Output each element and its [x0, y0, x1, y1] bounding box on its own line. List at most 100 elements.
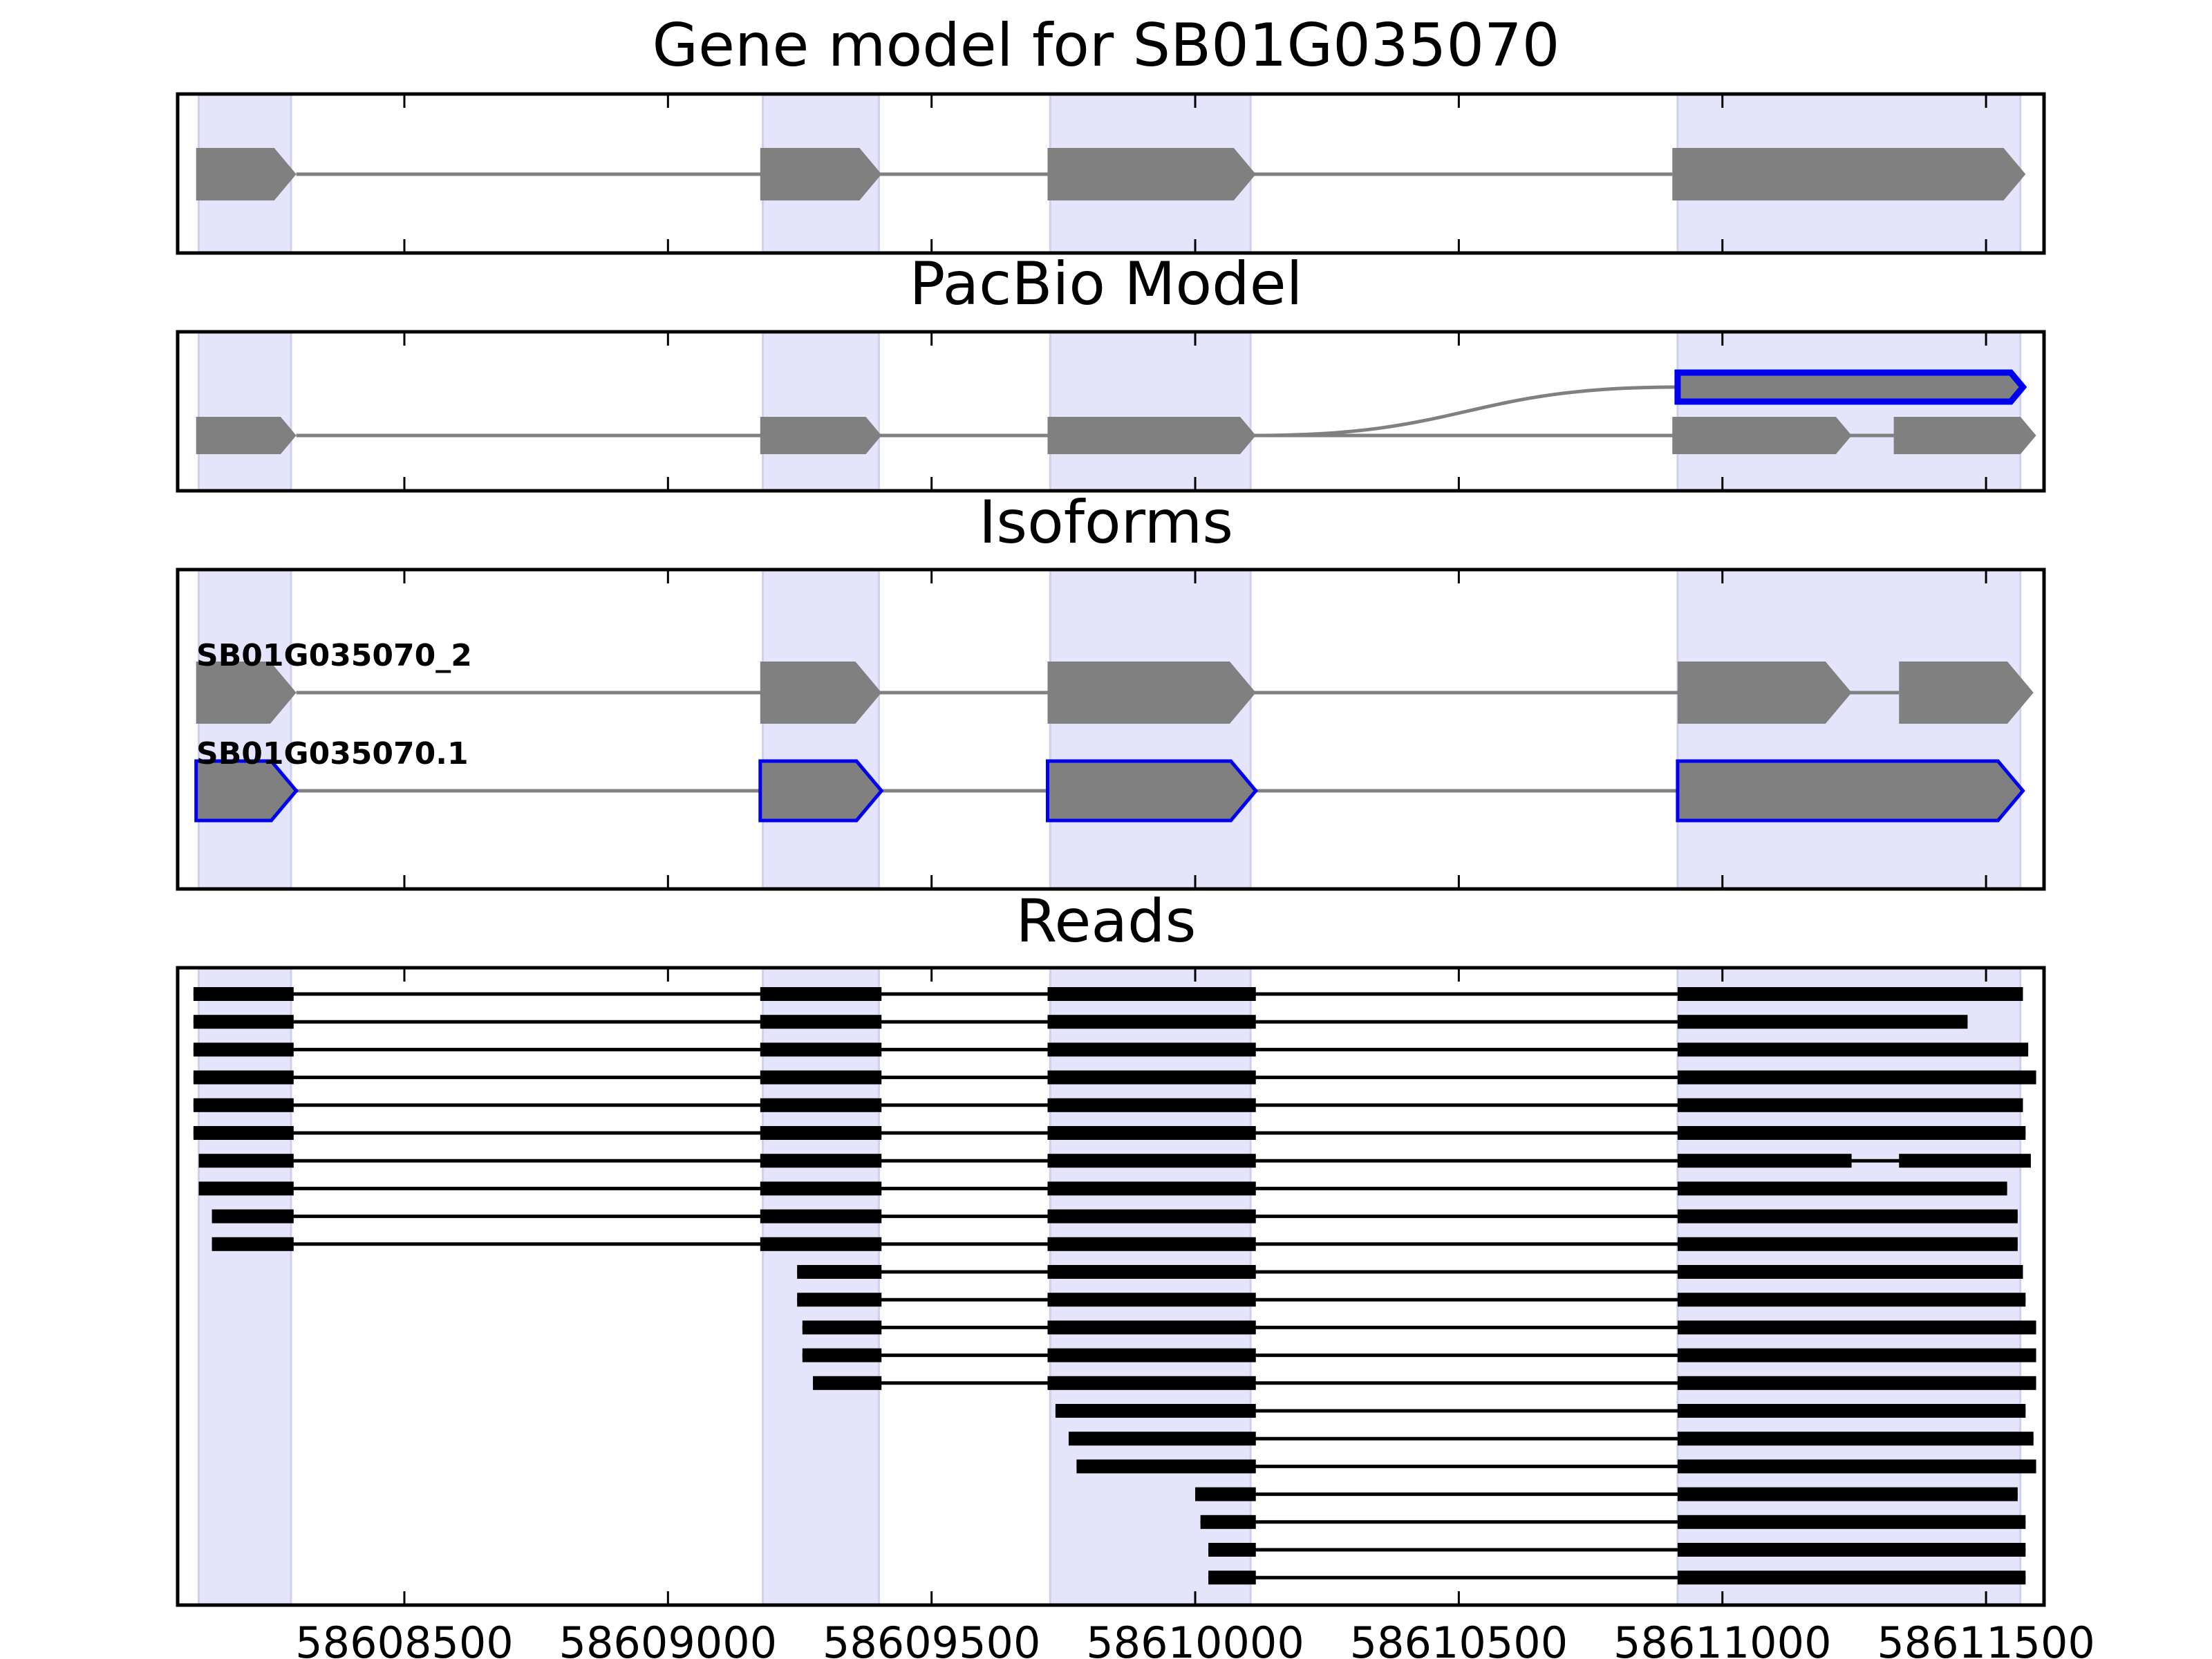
exon-block: [760, 148, 882, 200]
read-block: [1055, 1404, 1256, 1418]
read-block: [1200, 1515, 1256, 1529]
read-block: [198, 1181, 294, 1196]
read-block: [797, 1265, 882, 1279]
read-block: [797, 1293, 882, 1307]
read-block: [1677, 1376, 2036, 1390]
read-block: [1047, 1098, 1256, 1112]
read-block: [1047, 1154, 1256, 1168]
text-layer: Gene model for SB01G035070 PacBio Model …: [196, 11, 2095, 1659]
read-block: [1677, 1543, 2026, 1557]
exon-block: [1899, 662, 2034, 724]
panel-frame: [176, 568, 2046, 891]
selected-exon: [1674, 369, 2027, 405]
read-block: [193, 1015, 294, 1029]
isoforms-panel-title: Isoforms: [979, 488, 1233, 557]
read-block: [1677, 1515, 2026, 1529]
read-block: [1677, 1070, 2036, 1085]
read-block: [1195, 1487, 1256, 1501]
reads-panel-title: Reads: [1016, 887, 1197, 956]
exon-highlight-band: [1676, 568, 2022, 890]
selected-exon: [1045, 759, 1259, 823]
exon-block: [760, 662, 882, 724]
x-tick-label: 58611500: [1877, 1618, 2095, 1659]
read-block: [1047, 1237, 1256, 1251]
x-tick-label: 58610500: [1350, 1618, 1568, 1659]
read-block: [760, 1070, 882, 1085]
x-tick-label: 58609500: [823, 1618, 1041, 1659]
exon-block: [1672, 417, 1852, 454]
exon-highlight-band: [762, 966, 880, 1606]
read-block: [1047, 1376, 1256, 1390]
read-block: [1047, 1070, 1256, 1085]
alternative-splice-curve: [1255, 385, 1678, 438]
read-block: [1677, 1098, 2023, 1112]
read-block: [1047, 1320, 1256, 1335]
read-block: [1677, 1459, 2036, 1474]
exon-block: [1677, 662, 1852, 724]
exon-block: [196, 662, 297, 724]
exon-block: [760, 417, 882, 454]
pacbio-panel-title: PacBio Model: [909, 250, 1302, 319]
read-block: [193, 987, 294, 1001]
exon-block: [1047, 662, 1256, 724]
read-block: [1208, 1543, 1256, 1557]
feature-layer: [193, 148, 2036, 1585]
exon-block: [1672, 148, 2026, 200]
read-block: [1899, 1154, 2031, 1168]
exon-highlight-band: [762, 568, 880, 890]
read-block: [1677, 1404, 2026, 1418]
exon-block: [1047, 148, 1256, 200]
read-block: [1047, 1348, 1256, 1362]
read-block: [193, 1126, 294, 1140]
exon-highlight-band: [198, 330, 292, 492]
read-block: [1047, 1293, 1256, 1307]
exon-highlight-band: [1049, 568, 1252, 890]
read-block: [760, 987, 882, 1001]
exon-highlight-band: [1676, 330, 2022, 492]
read-block: [1677, 1042, 2029, 1057]
exon-highlight-band: [198, 966, 292, 1606]
x-tick-label: 58609000: [559, 1618, 778, 1659]
panel-frame: [176, 92, 2046, 255]
read-block: [212, 1237, 294, 1251]
read-block: [1677, 1154, 1852, 1168]
exon-block: [196, 417, 297, 454]
read-block: [1677, 1209, 2018, 1224]
exon-highlight-band: [1676, 966, 2022, 1606]
read-block: [1677, 1237, 2018, 1251]
read-block: [760, 1015, 882, 1029]
read-block: [1047, 1181, 1256, 1196]
exon-highlight-band: [762, 330, 880, 492]
selected-exon: [1676, 759, 2025, 823]
gene-panel-title: Gene model for SB01G035070: [653, 11, 1560, 80]
x-tick-label: 58611000: [1613, 1618, 1832, 1659]
selected-exon: [194, 759, 299, 823]
exon-highlight-band: [1049, 966, 1252, 1606]
isoform-label: SB01G035070_2: [196, 638, 472, 673]
read-block: [760, 1209, 882, 1224]
read-block: [1047, 1126, 1256, 1140]
read-block: [1677, 1432, 2034, 1446]
read-block: [193, 1042, 294, 1057]
read-block: [1677, 1348, 2036, 1362]
read-block: [1677, 1126, 2026, 1140]
read-block: [1068, 1432, 1256, 1446]
read-block: [1076, 1459, 1256, 1474]
read-block: [1677, 1571, 2026, 1585]
read-block: [1677, 1293, 2026, 1307]
read-block: [1677, 1181, 2007, 1196]
isoform-label: SB01G035070.1: [196, 736, 469, 771]
read-block: [802, 1320, 882, 1335]
exon-highlight-band: [198, 568, 292, 890]
panel-frame: [176, 330, 2046, 493]
x-tick-label: 58608500: [295, 1618, 514, 1659]
exon-block: [1893, 417, 2036, 454]
read-block: [212, 1209, 294, 1224]
read-block: [760, 1181, 882, 1196]
read-block: [760, 1098, 882, 1112]
read-block: [1677, 987, 2023, 1001]
read-block: [760, 1042, 882, 1057]
read-block: [198, 1154, 294, 1168]
x-tick-label: 58610000: [1086, 1618, 1304, 1659]
